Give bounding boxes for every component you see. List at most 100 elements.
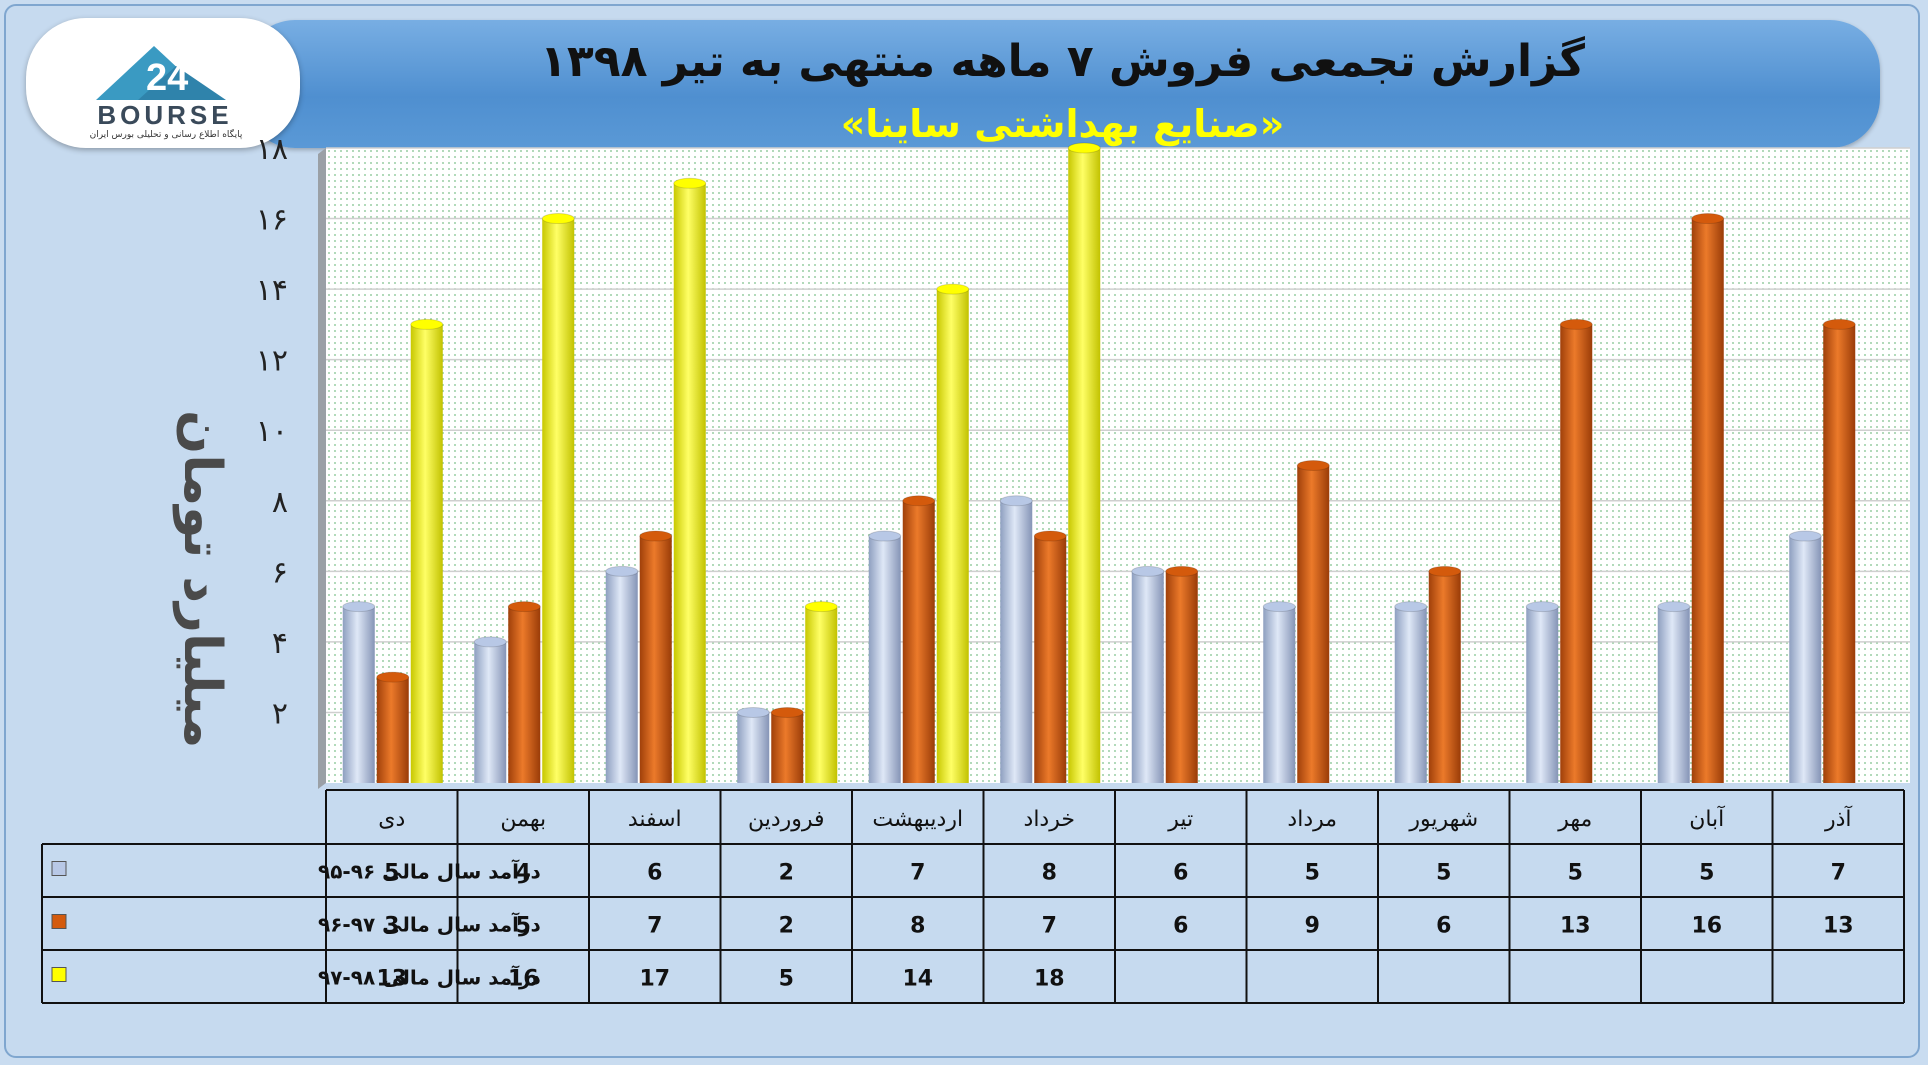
legend-swatch	[51, 861, 67, 876]
bar	[1428, 571, 1461, 783]
data-table-cell: 17	[639, 967, 670, 992]
bar-top	[936, 283, 970, 295]
bar	[410, 324, 443, 783]
bar-top	[902, 495, 936, 507]
bar	[1034, 536, 1067, 783]
bar-top	[1822, 318, 1856, 330]
chart-title: گزارش تجمعی فروش ۷ ماهه منتهی به تیر ۱۳۹…	[540, 36, 1585, 87]
bar	[1526, 606, 1559, 783]
data-table-cell: 8	[1042, 861, 1057, 886]
bar-top	[376, 671, 410, 683]
chart-subtitle: «صنایع بهداشتی ساینا»	[840, 102, 1285, 146]
bar	[474, 641, 507, 783]
bar-top	[1131, 565, 1165, 577]
x-category-label: شهریور	[1408, 807, 1478, 832]
bar-top	[868, 530, 902, 542]
bar-top	[410, 318, 444, 330]
data-table-cell: 7	[1831, 861, 1846, 886]
legend-swatch	[51, 967, 67, 982]
bar	[376, 677, 409, 783]
bar	[1068, 148, 1101, 783]
bar	[1263, 606, 1296, 783]
y-tick-label: ۲	[272, 696, 288, 731]
bar	[639, 536, 672, 783]
x-category-label: مرداد	[1287, 807, 1337, 832]
bar-top	[541, 213, 575, 225]
legend-swatch	[51, 914, 67, 929]
x-category-label: آبان	[1689, 805, 1725, 832]
x-category-label: آذر	[1824, 805, 1852, 832]
bar-top	[473, 636, 507, 648]
bar-top	[770, 706, 804, 718]
bar	[936, 289, 969, 783]
bar-top	[1033, 530, 1067, 542]
x-category-label: خرداد	[1024, 807, 1075, 832]
x-category-label: اردیبهشت	[872, 807, 963, 832]
x-category-label: بهمن	[500, 807, 546, 832]
bar-top	[999, 495, 1033, 507]
bar	[1297, 465, 1330, 783]
x-category-label: دی	[378, 807, 405, 832]
bar	[508, 606, 541, 783]
bar-top	[673, 177, 707, 189]
bar-top	[1262, 601, 1296, 613]
legend-series-name: درآمد سال مالی ۹۷-۹۶	[318, 912, 541, 937]
data-table-cell: 7	[647, 914, 662, 939]
data-table-cell: 4	[516, 861, 531, 886]
bar	[737, 712, 770, 783]
bar-top	[804, 601, 838, 613]
bar	[1000, 500, 1033, 783]
y-tick-label: ۱۰	[256, 414, 288, 449]
bar-top	[507, 601, 541, 613]
x-category-label: مهر	[1557, 807, 1592, 832]
bar-top	[342, 601, 376, 613]
bar	[1131, 571, 1164, 783]
bar	[902, 500, 935, 783]
bar	[1789, 536, 1822, 783]
data-table-cell: 5	[779, 967, 794, 992]
bar-top	[1296, 460, 1330, 471]
svg-text:24: 24	[146, 57, 188, 99]
x-category-label: تیر	[1167, 807, 1193, 832]
y-tick-label: ۱۸	[256, 132, 288, 167]
data-table-cell: 5	[1568, 861, 1583, 886]
bar-top	[1657, 601, 1691, 613]
data-table-cell: 5	[384, 861, 399, 886]
bar	[1560, 324, 1593, 783]
bar-top	[1691, 213, 1725, 225]
data-table-cell: 7	[1042, 914, 1057, 939]
data-table-cell: 5	[1305, 861, 1320, 886]
y-tick-label: ۴	[272, 626, 288, 661]
bar	[342, 606, 375, 783]
logo-brand: BOURSE	[97, 100, 233, 130]
data-table-cell: 13	[376, 967, 407, 992]
bar	[868, 536, 901, 783]
bar-top	[1525, 601, 1559, 613]
x-category-label: اسفند	[628, 807, 682, 832]
bourse-logo: 24 BOURSE پایگاه اطلاع رسانی و تحلیلی بو…	[26, 18, 300, 148]
legend-series-name: درآمد سال مالی ۹۶-۹۵	[318, 859, 541, 884]
data-table-cell: 13	[1823, 914, 1854, 939]
bar-top	[1428, 565, 1462, 577]
bar	[1165, 571, 1198, 783]
data-table-cell: 16	[508, 967, 539, 992]
data-table-cell: 7	[910, 861, 925, 886]
plot-side-wall	[318, 148, 326, 789]
y-axis-label: میلیارد تومان	[172, 410, 232, 749]
logo-tagline: پایگاه اطلاع رسانی و تحلیلی بورس ایران	[89, 130, 243, 140]
bar-top	[1165, 565, 1199, 577]
bar-top	[605, 565, 639, 577]
x-category-label: فروردین	[748, 807, 825, 832]
logo-mark-icon: 24	[96, 46, 226, 100]
data-table-cell: 2	[779, 861, 794, 886]
data-table-cell: 8	[910, 914, 925, 939]
bar-top	[1788, 530, 1822, 542]
y-tick-label: ۸	[272, 485, 288, 520]
bar-top	[1394, 601, 1428, 613]
data-table-cell: 6	[1173, 861, 1188, 886]
data-table-cell: 3	[384, 914, 399, 939]
data-table-cell: 5	[1699, 861, 1714, 886]
bar	[771, 712, 804, 783]
bar	[542, 218, 575, 784]
